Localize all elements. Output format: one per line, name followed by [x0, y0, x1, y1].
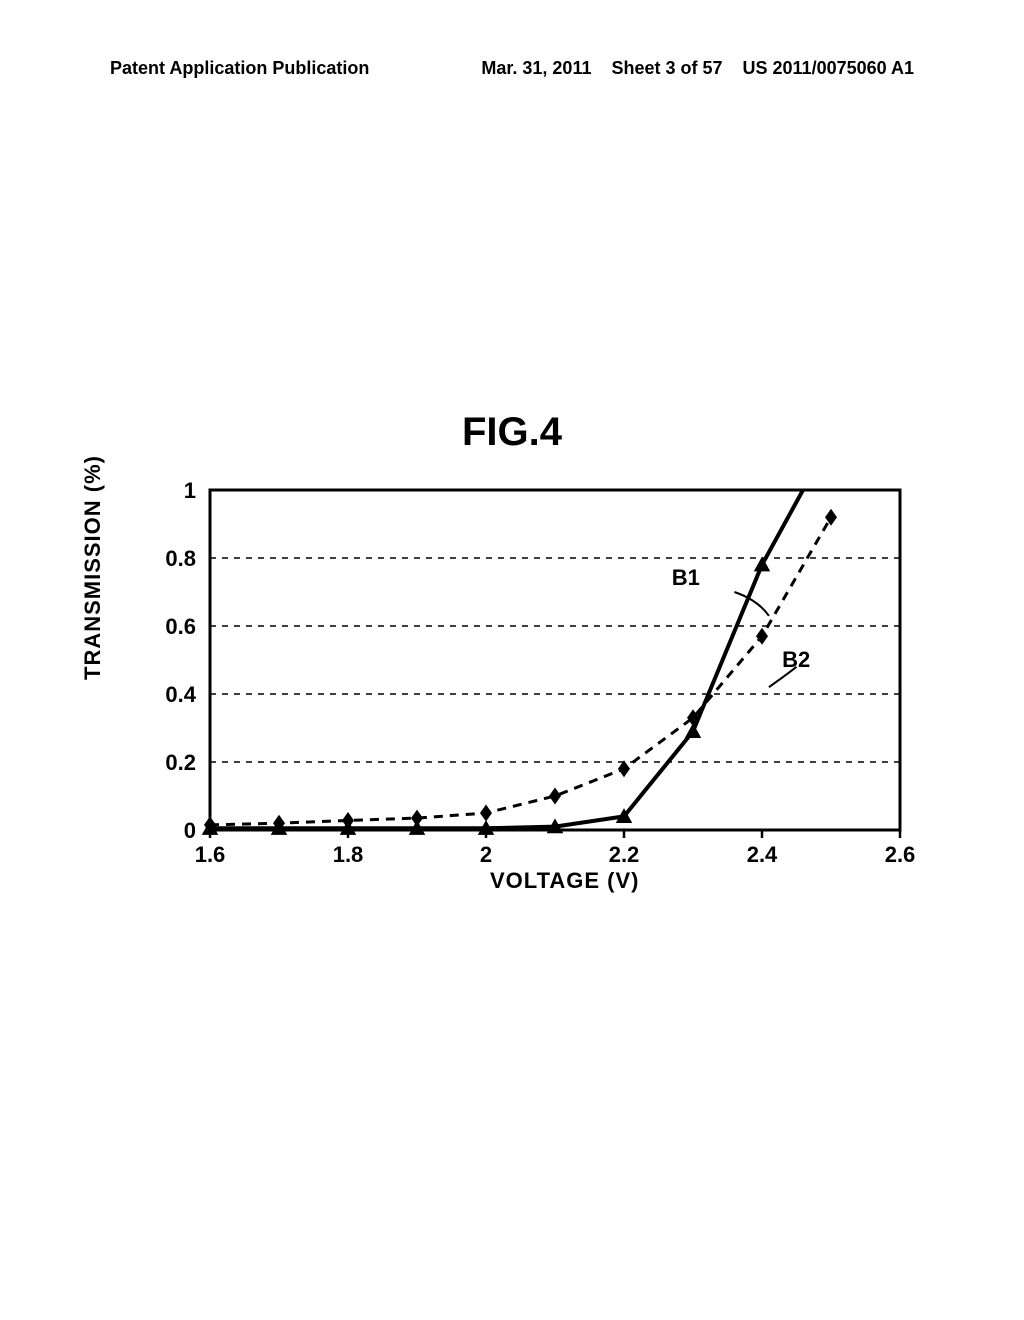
chart: 1.61.822.22.42.600.20.40.60.81B2B1 — [120, 480, 920, 900]
x-tick-label: 1.8 — [333, 842, 364, 867]
y-tick-label: 0.2 — [165, 750, 196, 775]
x-tick-label: 2 — [480, 842, 492, 867]
series-B2-marker — [756, 628, 768, 645]
series-B2-line — [210, 517, 831, 825]
header-sheet: Sheet 3 of 57 — [611, 58, 722, 79]
y-tick-label: 1 — [184, 480, 196, 503]
x-tick-label: 2.2 — [609, 842, 640, 867]
x-tick-label: 2.4 — [747, 842, 778, 867]
page-header: Patent Application Publication Mar. 31, … — [0, 58, 1024, 79]
series-B2-marker — [618, 760, 630, 777]
y-tick-label: 0.6 — [165, 614, 196, 639]
y-tick-label: 0 — [184, 818, 196, 843]
series-B2-marker — [480, 805, 492, 822]
series-B1-marker — [754, 557, 771, 572]
x-tick-label: 2.6 — [885, 842, 916, 867]
series-B1-marker — [685, 723, 702, 738]
x-tick-label: 1.6 — [195, 842, 226, 867]
header-publication: Patent Application Publication — [110, 58, 369, 79]
y-tick-label: 0.8 — [165, 546, 196, 571]
header-date: Mar. 31, 2011 — [481, 58, 591, 79]
series-B1-line — [210, 480, 831, 828]
figure-title: FIG.4 — [462, 410, 562, 455]
series-B1-leader — [734, 592, 769, 616]
chart-svg: 1.61.822.22.42.600.20.40.60.81B2B1 — [120, 480, 920, 900]
series-B2-marker — [549, 788, 561, 805]
series-B1-label: B1 — [672, 565, 700, 590]
y-axis-label: TRANSMISSION (%) — [80, 455, 106, 680]
y-tick-label: 0.4 — [165, 682, 196, 707]
header-docnum: US 2011/0075060 A1 — [743, 58, 914, 79]
